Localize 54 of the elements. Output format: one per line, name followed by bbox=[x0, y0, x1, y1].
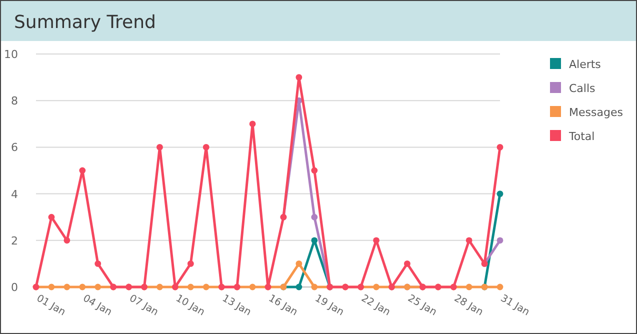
x-tick-label: 25 Jan bbox=[406, 293, 438, 318]
point bbox=[202, 144, 210, 150]
point bbox=[404, 260, 410, 267]
legend-label: Calls bbox=[569, 82, 596, 95]
y-tick-label: 0 bbox=[11, 281, 18, 294]
x-tick-label: 04 Jan bbox=[80, 293, 114, 318]
legend-label: Messages bbox=[569, 106, 624, 119]
point bbox=[296, 260, 302, 267]
x-tick-label: 28 Jan bbox=[452, 293, 485, 318]
point bbox=[496, 144, 504, 150]
legend-label: Total bbox=[568, 130, 595, 143]
y-tick-label: 6 bbox=[11, 141, 18, 154]
x-tick-label: 22 Jan bbox=[359, 293, 392, 318]
point bbox=[496, 237, 504, 244]
point bbox=[48, 214, 55, 220]
point bbox=[249, 284, 256, 290]
point bbox=[311, 284, 318, 290]
point bbox=[311, 214, 318, 220]
point bbox=[249, 120, 256, 128]
point bbox=[64, 284, 70, 290]
y-tick-label: 4 bbox=[11, 188, 18, 201]
point bbox=[64, 237, 70, 244]
point bbox=[296, 284, 302, 290]
point bbox=[48, 284, 55, 290]
x-tick-label: 19 Jan bbox=[312, 293, 346, 318]
chart-title: Summary Trend bbox=[14, 12, 156, 33]
x-tick-label: 01 Jan bbox=[34, 293, 68, 318]
point bbox=[187, 260, 194, 267]
legend-label: Alerts bbox=[569, 58, 602, 71]
point bbox=[496, 190, 504, 197]
point bbox=[79, 284, 86, 290]
x-tick-label: 13 Jan bbox=[220, 293, 253, 318]
point bbox=[311, 237, 318, 244]
point bbox=[156, 144, 163, 150]
point bbox=[373, 284, 380, 290]
point bbox=[311, 167, 318, 174]
x-tick-label: 10 Jan bbox=[174, 293, 206, 318]
x-tick-label: 16 Jan bbox=[266, 293, 300, 318]
y-tick-label: 10 bbox=[4, 48, 18, 61]
y-tick-label: 8 bbox=[11, 94, 18, 108]
point bbox=[94, 260, 102, 267]
point bbox=[79, 167, 86, 174]
point bbox=[156, 284, 163, 290]
x-tick-label: 07 Jan bbox=[127, 293, 160, 318]
y-tick-label: 2 bbox=[11, 234, 18, 248]
point bbox=[296, 74, 302, 80]
point bbox=[202, 284, 210, 290]
point bbox=[94, 284, 102, 290]
point bbox=[373, 237, 380, 244]
point bbox=[466, 237, 472, 244]
point bbox=[466, 284, 472, 290]
point bbox=[496, 284, 504, 290]
point bbox=[187, 284, 194, 290]
x-tick-label: 31 Jan bbox=[498, 293, 532, 318]
